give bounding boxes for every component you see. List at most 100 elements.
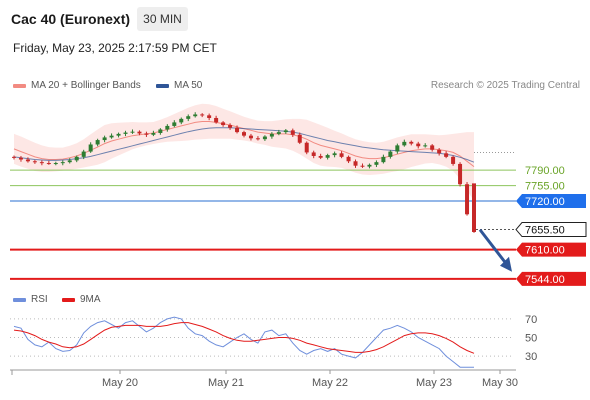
candle-body bbox=[95, 140, 100, 145]
projection-arrow-shaft bbox=[478, 228, 509, 266]
candle-body bbox=[290, 130, 295, 135]
candle-body bbox=[193, 114, 198, 117]
rsi-tick-30: 30 bbox=[525, 351, 537, 363]
candle-body bbox=[381, 156, 386, 163]
level-box-2 bbox=[516, 194, 586, 209]
level-box-4 bbox=[516, 271, 586, 286]
rsi-tick-50: 50 bbox=[525, 333, 537, 345]
level-box-3 bbox=[516, 242, 586, 257]
candle-body bbox=[214, 117, 219, 123]
timestamp: Friday, May 23, 2025 2:17:59 PM CET bbox=[13, 41, 217, 55]
candle-body bbox=[228, 125, 233, 128]
level-label-2: 7720.00 bbox=[525, 196, 565, 208]
x-tick-label: May 21 bbox=[208, 377, 244, 389]
rsi-line bbox=[13, 316, 474, 368]
level-label-4: 7544.00 bbox=[525, 274, 565, 286]
current-price-label: 7655.50 bbox=[525, 225, 565, 237]
candle-body bbox=[74, 156, 79, 161]
candle-body bbox=[262, 136, 267, 140]
current-price-box bbox=[515, 222, 587, 238]
candle-body bbox=[200, 114, 205, 116]
candle-body bbox=[242, 132, 246, 136]
candle-body bbox=[255, 138, 260, 140]
chart-header: Cac 40 (Euronext) 30 MIN bbox=[0, 0, 590, 38]
candle-body bbox=[102, 137, 107, 141]
candle-body bbox=[53, 163, 58, 165]
rsi-swatch bbox=[13, 297, 26, 302]
legend-9ma: 9MA bbox=[62, 294, 101, 305]
legend-ma50: MA 50 bbox=[156, 80, 202, 91]
candle-body bbox=[325, 155, 330, 158]
candle-body bbox=[339, 153, 344, 157]
candle-body bbox=[311, 152, 316, 156]
ma50-swatch bbox=[156, 83, 169, 88]
bollinger-label: MA 20 + Bollinger Bands bbox=[31, 80, 141, 91]
candle-body bbox=[186, 116, 191, 119]
candle-body bbox=[207, 115, 212, 118]
candle-body bbox=[179, 118, 184, 123]
candle-body bbox=[388, 151, 393, 157]
ma50-label: MA 50 bbox=[174, 80, 203, 91]
x-tick-label: May 20 bbox=[102, 377, 138, 389]
level-label-0: 7790.00 bbox=[525, 165, 565, 177]
candle-body bbox=[304, 142, 309, 153]
legend-rsi: RSI bbox=[13, 294, 48, 305]
timeframe-badge[interactable]: 30 MIN bbox=[137, 7, 188, 31]
rsi-tick-70: 70 bbox=[525, 314, 537, 326]
candle-body bbox=[283, 130, 288, 133]
candle-body bbox=[409, 141, 414, 144]
instrument-title: Cac 40 (Euronext) bbox=[11, 11, 131, 27]
level-label-1: 7755.00 bbox=[525, 181, 565, 193]
candle-body bbox=[297, 134, 302, 143]
ma9-label: 9MA bbox=[80, 294, 101, 305]
candle-body bbox=[123, 132, 128, 134]
rsi-9ma-line bbox=[13, 322, 475, 354]
candle-body bbox=[248, 135, 253, 139]
candle-body bbox=[458, 163, 463, 185]
candle-body bbox=[346, 156, 351, 162]
candle-body bbox=[39, 162, 44, 164]
ma9-swatch bbox=[62, 297, 75, 302]
candle-body bbox=[60, 162, 65, 164]
candle-body bbox=[451, 156, 456, 164]
candle-body bbox=[430, 145, 435, 150]
x-tick-label: May 22 bbox=[312, 377, 348, 389]
candle-body bbox=[165, 125, 170, 130]
candle-body bbox=[151, 133, 156, 135]
candle-body bbox=[423, 145, 428, 147]
candle-body bbox=[360, 165, 365, 167]
legend-bollinger: MA 20 + Bollinger Bands bbox=[13, 80, 141, 91]
candle-body bbox=[137, 131, 142, 134]
candle-body bbox=[32, 161, 37, 163]
candle-body bbox=[116, 133, 121, 136]
rsi-label: RSI bbox=[31, 294, 48, 305]
candle-body bbox=[109, 135, 114, 138]
candle-body bbox=[221, 122, 226, 126]
candle-body bbox=[416, 143, 421, 147]
candle-body bbox=[367, 164, 372, 167]
projection-arrow-head bbox=[500, 256, 512, 272]
candle-body bbox=[269, 133, 274, 137]
candle-body bbox=[18, 157, 23, 160]
candle-body bbox=[25, 159, 30, 162]
x-tick-label: May 23 bbox=[416, 377, 452, 389]
candle-body bbox=[437, 149, 442, 154]
candle-body bbox=[46, 163, 51, 165]
candle-body bbox=[276, 132, 281, 134]
candle-body bbox=[444, 153, 449, 157]
bollinger-swatch bbox=[13, 83, 26, 88]
candle-body bbox=[67, 160, 72, 163]
candle-body bbox=[172, 122, 177, 126]
candle-body bbox=[353, 161, 358, 166]
level-label-3: 7610.00 bbox=[525, 245, 565, 257]
candle-body bbox=[144, 133, 149, 135]
final-candle-body bbox=[472, 183, 476, 232]
candle-body bbox=[12, 156, 16, 158]
candle-body bbox=[374, 162, 379, 165]
candle-body bbox=[402, 141, 407, 146]
candle-body bbox=[158, 129, 163, 133]
candle-body bbox=[235, 127, 240, 133]
candle-body bbox=[318, 155, 323, 158]
candle-body bbox=[88, 144, 93, 152]
